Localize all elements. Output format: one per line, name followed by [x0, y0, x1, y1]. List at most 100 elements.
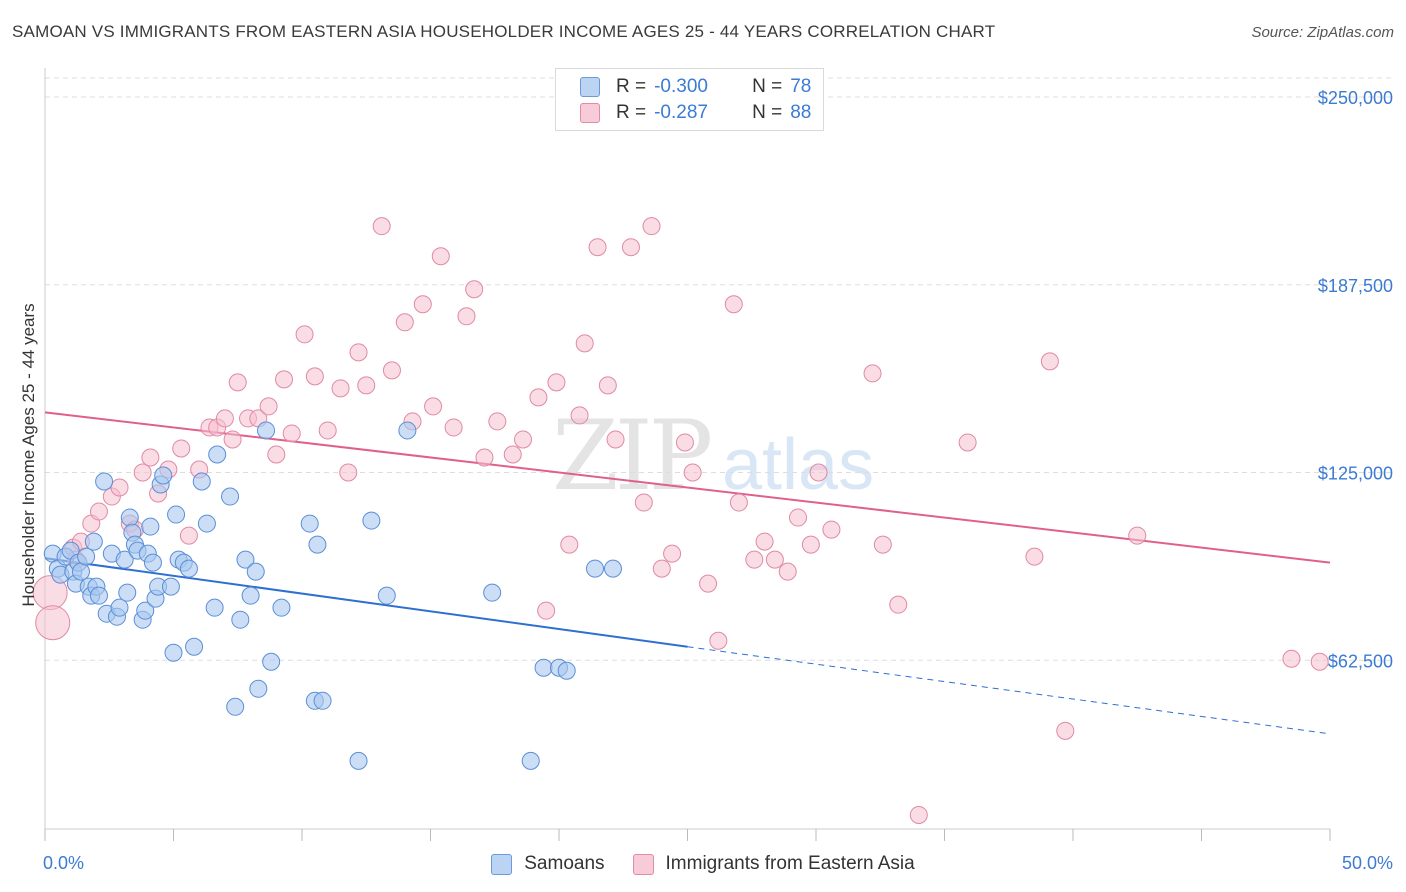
data-point-immigrants — [547, 373, 566, 392]
data-point-immigrants — [488, 412, 507, 431]
data-point-samoans — [208, 445, 227, 464]
data-point-immigrants — [598, 376, 617, 395]
data-point-immigrants — [755, 532, 774, 551]
n-value: 78 — [790, 76, 812, 97]
data-point-immigrants — [133, 463, 152, 482]
data-point-immigrants — [349, 343, 368, 362]
data-point-samoans — [226, 697, 245, 716]
y-tick-label: $62,500 — [1328, 651, 1393, 671]
data-point-immigrants — [663, 544, 682, 563]
data-point-samoans — [272, 598, 291, 617]
data-point-immigrants — [372, 217, 391, 236]
data-point-immigrants — [699, 574, 718, 593]
data-point-immigrants — [729, 493, 748, 512]
data-point-samoans — [197, 514, 216, 533]
data-point-samoans — [161, 577, 180, 596]
data-point-immigrants — [570, 406, 589, 425]
data-point-samoans — [185, 637, 204, 656]
data-point-immigrants — [709, 631, 728, 650]
data-point-immigrants — [514, 430, 533, 449]
data-point-samoans — [313, 691, 332, 710]
data-point-immigrants — [801, 535, 820, 554]
data-point-samoans — [349, 751, 368, 770]
data-point-immigrants — [1128, 526, 1147, 545]
legend-label: Samoans — [524, 853, 605, 874]
y-tick-label: $187,500 — [1318, 276, 1393, 296]
data-point-immigrants — [537, 601, 556, 620]
r-value: -0.287 — [654, 102, 708, 123]
data-point-samoans — [118, 583, 137, 602]
data-point-samoans — [603, 559, 622, 578]
data-point-immigrants — [457, 307, 476, 326]
samoans-swatch — [580, 77, 600, 97]
data-point-samoans — [164, 643, 183, 662]
n-value: 88 — [790, 102, 812, 123]
r-value: -0.300 — [654, 76, 708, 97]
data-point-samoans — [521, 751, 540, 770]
data-point-immigrants — [431, 247, 450, 266]
data-point-immigrants — [958, 433, 977, 452]
data-point-immigrants — [634, 493, 653, 512]
legend-label: Immigrants from Eastern Asia — [665, 853, 915, 874]
data-point-samoans — [205, 598, 224, 617]
data-point-samoans — [534, 658, 553, 677]
data-point-immigrants — [223, 430, 242, 449]
data-point-immigrants — [575, 334, 594, 353]
data-point-immigrants — [909, 805, 928, 824]
data-point-immigrants — [724, 295, 743, 314]
data-point-samoans — [221, 487, 240, 506]
data-point-immigrants — [141, 448, 160, 467]
trend-line-samoans-extension — [687, 646, 1331, 735]
trend-line-immigrants — [44, 411, 1331, 564]
data-point-immigrants — [339, 463, 358, 482]
data-point-samoans — [110, 598, 129, 617]
series-immigrants-eastern-asia — [32, 217, 1329, 824]
data-point-immigrants — [745, 550, 764, 569]
y-tick-label: $250,000 — [1318, 88, 1393, 108]
data-point-immigrants — [465, 280, 484, 299]
data-point-samoans — [95, 472, 114, 491]
watermark-atlas: atlas — [722, 425, 875, 505]
legend-row-samoans: R = -0.300 N = 78 — [580, 75, 811, 99]
data-point-immigrants — [889, 595, 908, 614]
legend-item-samoans: Samoans — [491, 853, 605, 875]
data-point-immigrants — [863, 364, 882, 383]
data-point-samoans — [241, 586, 260, 605]
data-point-immigrants — [413, 295, 432, 314]
data-point-immigrants — [267, 445, 286, 464]
n-label: N = — [752, 102, 783, 123]
immigrants-swatch — [632, 853, 654, 875]
r-label: R = — [616, 76, 647, 97]
series-samoans — [43, 421, 622, 770]
data-point-immigrants — [424, 397, 443, 416]
data-point-immigrants — [822, 520, 841, 539]
data-point-samoans — [77, 547, 96, 566]
data-point-immigrants — [89, 502, 108, 521]
data-point-immigrants — [305, 367, 324, 386]
data-point-immigrants — [642, 217, 661, 236]
series-legend: Samoans Immigrants from Eastern Asia — [0, 851, 1406, 877]
data-point-samoans — [231, 610, 250, 629]
data-point-samoans — [167, 505, 186, 524]
data-point-samoans — [84, 532, 103, 551]
legend-item-immigrants: Immigrants from Eastern Asia — [632, 853, 915, 875]
data-point-samoans — [262, 652, 281, 671]
data-point-immigrants — [228, 373, 247, 392]
r-label: R = — [616, 102, 647, 123]
data-point-samoans — [143, 553, 162, 572]
data-point-samoans — [192, 472, 211, 491]
data-point-samoans — [362, 511, 381, 530]
data-point-immigrants — [259, 397, 278, 416]
data-point-immigrants — [873, 535, 892, 554]
source-label: Source: ZipAtlas.com — [1251, 24, 1394, 41]
data-point-samoans — [483, 583, 502, 602]
data-point-immigrants — [444, 418, 463, 437]
data-point-immigrants — [606, 430, 625, 449]
data-point-immigrants — [110, 478, 129, 497]
data-point-immigrants — [179, 526, 198, 545]
data-point-immigrants — [560, 535, 579, 554]
data-point-immigrants — [215, 409, 234, 428]
data-point-immigrants — [282, 424, 301, 443]
data-point-immigrants — [382, 361, 401, 380]
data-point-immigrants — [331, 379, 350, 398]
